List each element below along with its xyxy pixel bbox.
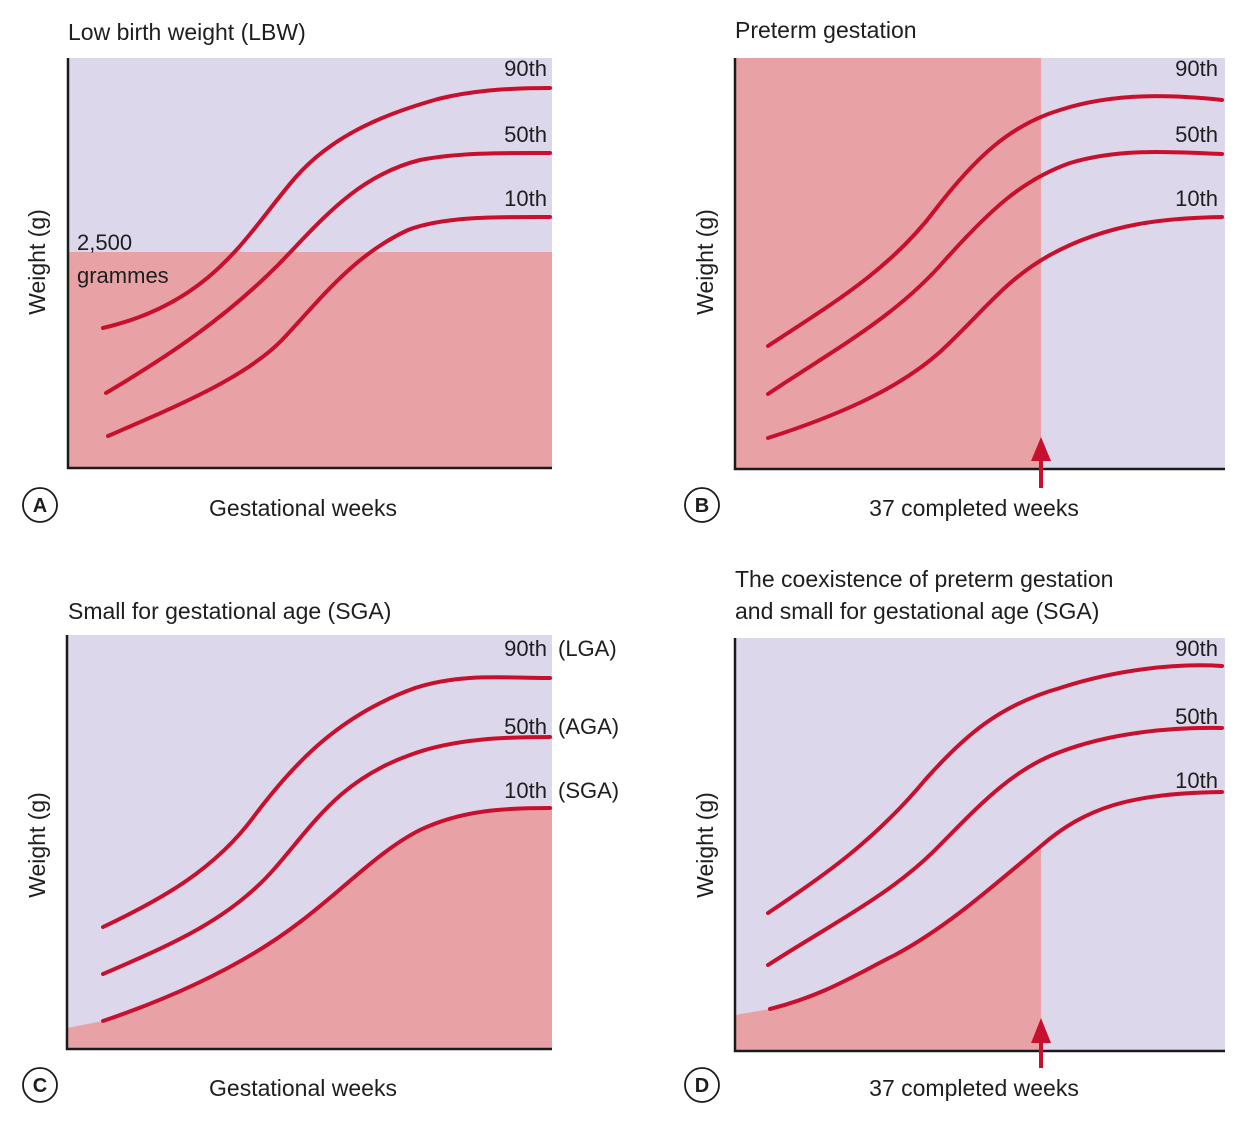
panel-c-label-10th: 10th xyxy=(504,778,547,803)
panel-a-curve-50th xyxy=(104,150,552,395)
panel-a-axes xyxy=(66,58,552,470)
panel-a-letter: A xyxy=(33,495,47,517)
panel-d-curve-10th xyxy=(768,790,1224,1011)
panel-b-label-90th: 90th xyxy=(1175,56,1218,81)
panel-c-label-50th: 50th xyxy=(504,714,547,739)
panel-c-letter: C xyxy=(33,1075,47,1097)
panel-d-letter: D xyxy=(695,1075,709,1097)
panel-c-group-lga: (LGA) xyxy=(558,636,617,661)
panel-a-threshold-label-line2: grammes xyxy=(77,263,169,288)
panel-a-xlabel: Gestational weeks xyxy=(209,495,397,521)
panel-b-axes xyxy=(733,58,1225,471)
panel-a-letter-badge xyxy=(22,487,58,523)
panel-b-title: Preterm gestation xyxy=(735,17,917,43)
panel-c-group-sga: (SGA) xyxy=(558,778,619,803)
panel-b: Preterm gestation 90th 50th 10th Weight … xyxy=(684,17,1225,523)
panel-c-curve-90th xyxy=(101,675,552,929)
panel-b-label-50th: 50th xyxy=(1175,122,1218,147)
panel-a-label-10th: 10th xyxy=(504,186,547,211)
panel-c-curve-10th xyxy=(101,806,552,1023)
panel-c-xlabel: Gestational weeks xyxy=(209,1075,397,1101)
panel-d-axes xyxy=(733,638,1225,1053)
panel-a-label-50th: 50th xyxy=(504,122,547,147)
panel-d-title-line2: and small for gestational age (SGA) xyxy=(735,598,1099,624)
panel-b-37-weeks-arrow xyxy=(1031,437,1051,488)
panel-a-label-90th: 90th xyxy=(504,56,547,81)
panel-b-curve-10th xyxy=(766,215,1224,440)
panel-d-label-90th: 90th xyxy=(1175,636,1218,661)
panel-c-group-aga: (AGA) xyxy=(558,714,619,739)
panel-d-label-10th: 10th xyxy=(1175,768,1218,793)
panel-b-curve-90th xyxy=(766,94,1224,348)
panel-a-curve-10th xyxy=(106,214,552,438)
panel-c-ylabel: Weight (g) xyxy=(24,792,50,898)
panel-a-title: Low birth weight (LBW) xyxy=(68,19,306,45)
panel-b-curve-50th xyxy=(766,149,1224,396)
panel-c-curve-50th xyxy=(101,735,552,976)
panel-a-lbw-region xyxy=(68,252,552,468)
panel-b-letter: B xyxy=(695,495,709,517)
panel-c-title: Small for gestational age (SGA) xyxy=(68,598,391,624)
panel-a-threshold-label-line1: 2,500 xyxy=(77,230,132,255)
panel-b-label-10th: 10th xyxy=(1175,186,1218,211)
panel-d-label-50th: 50th xyxy=(1175,704,1218,729)
panel-d-xlabel: 37 completed weeks xyxy=(869,1075,1079,1101)
panel-d: The coexistence of preterm gestation and… xyxy=(684,566,1225,1103)
panel-c-axes xyxy=(65,635,552,1051)
panel-c-letter-badge xyxy=(22,1067,58,1103)
panel-d-ylabel: Weight (g) xyxy=(692,792,718,898)
panel-a: Low birth weight (LBW) 90th 50th 10th 2,… xyxy=(22,19,552,523)
panel-c-label-90th: 90th xyxy=(504,636,547,661)
panel-c: Small for gestational age (SGA) 90th 50t… xyxy=(22,598,619,1103)
panel-a-ylabel: Weight (g) xyxy=(24,209,50,315)
panel-d-37-weeks-arrow xyxy=(1031,1018,1051,1068)
panel-a-curve-90th xyxy=(101,86,552,330)
panel-b-ylabel: Weight (g) xyxy=(692,209,718,315)
panel-d-curve-90th xyxy=(766,663,1224,915)
panel-b-preterm-region xyxy=(735,58,1041,469)
panel-d-preterm-sga-region xyxy=(735,846,1041,1051)
panel-b-xlabel: 37 completed weeks xyxy=(869,495,1079,521)
panel-d-title-line1: The coexistence of preterm gestation xyxy=(735,566,1113,592)
panel-b-letter-badge xyxy=(684,487,720,523)
panel-d-curve-50th xyxy=(766,725,1224,967)
panel-d-letter-badge xyxy=(684,1067,720,1103)
